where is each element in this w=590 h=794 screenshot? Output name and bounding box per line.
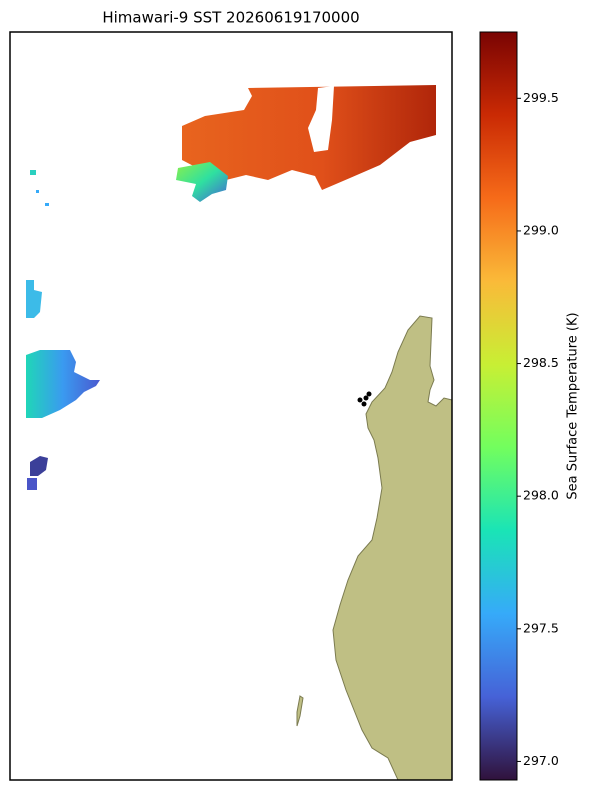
sst-patch [182, 85, 436, 190]
colorbar-tick-label: 297.5 [523, 620, 559, 635]
site-marker [357, 397, 363, 403]
colorbar-label: Sea Surface Temperature (K) [566, 312, 581, 499]
colorbar-tick-label: 298.5 [523, 355, 559, 370]
sst-patch [26, 280, 42, 318]
map-title: Himawari-9 SST 20260619170000 [102, 9, 359, 27]
colorbar-tick-label: 299.0 [523, 222, 559, 237]
map-area [9, 31, 453, 781]
sst-patch [30, 170, 36, 175]
cloud-gap [308, 86, 334, 152]
sst-patch [176, 162, 228, 202]
map-frame [9, 31, 453, 781]
sst-patch [26, 350, 100, 418]
colorbar-tick-label: 299.5 [523, 90, 559, 105]
sst-patch [45, 203, 49, 206]
site-marker [363, 395, 369, 401]
sst-patch [30, 456, 48, 476]
site-marker [366, 391, 372, 397]
sst-patch [36, 190, 39, 193]
land [332, 315, 453, 781]
site-marker [361, 401, 367, 407]
colorbar [479, 31, 518, 781]
colorbar-tick-label: 298.0 [523, 488, 559, 503]
colorbar-tick-label: 297.0 [523, 753, 559, 768]
island [296, 695, 304, 727]
sst-patch [27, 478, 37, 490]
